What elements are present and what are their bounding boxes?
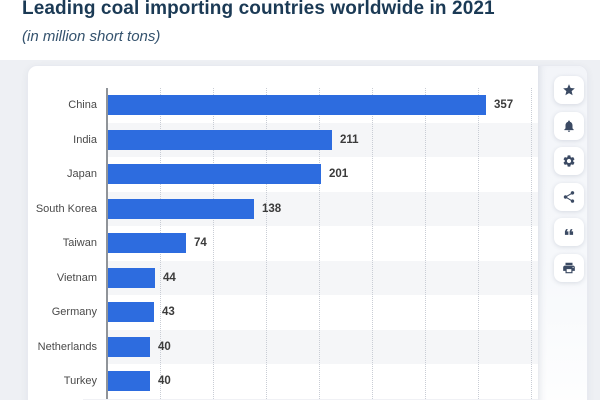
category-label: Taiwan	[62, 237, 97, 249]
plot-cell: 44	[106, 261, 538, 296]
plot-cell: 74	[106, 226, 538, 261]
share-icon	[563, 190, 575, 203]
plot-cell: 357	[106, 88, 538, 123]
table-row: Netherlands 40	[28, 330, 538, 365]
chart-toolbar	[554, 76, 584, 282]
chart-card: China 357 India 211 Japan 201 South Korea 138 Ta…	[27, 65, 588, 400]
value-label: 201	[329, 168, 349, 181]
value-label: 43	[162, 306, 175, 319]
bell-icon	[564, 119, 574, 132]
bar-taiwan[interactable]	[108, 233, 186, 254]
printer-icon	[563, 262, 575, 273]
plot-cell: 40	[106, 330, 538, 365]
bar-india[interactable]	[108, 129, 332, 150]
value-label: 138	[262, 202, 282, 215]
bar-vietnam[interactable]	[108, 267, 155, 288]
plot-cell: 201	[106, 157, 538, 192]
category-label: Turkey	[63, 375, 97, 387]
plot-cell: 138	[106, 192, 538, 227]
chart-rows: China 357 India 211 Japan 201 South Korea 138 Ta…	[28, 88, 538, 399]
table-row: South Korea 138	[28, 192, 538, 227]
chart-subtitle: (in million short tons)	[22, 28, 161, 45]
plot-cell: 211	[106, 123, 538, 158]
plot-cell: 40	[106, 364, 538, 399]
value-label: 40	[158, 340, 171, 353]
share-button[interactable]	[554, 182, 584, 211]
star-icon	[563, 84, 575, 96]
quote-icon	[564, 229, 574, 235]
value-label: 74	[194, 237, 207, 250]
cite-button[interactable]	[554, 218, 584, 246]
category-label: Japan	[67, 168, 97, 180]
value-label: 357	[494, 99, 514, 112]
bar-netherlands[interactable]	[108, 336, 150, 357]
table-row: China 357	[28, 88, 538, 123]
y-axis-line	[106, 88, 108, 400]
category-label: India	[73, 133, 97, 146]
value-label: 211	[340, 133, 359, 146]
table-row: India 211	[28, 123, 538, 158]
value-label: 40	[158, 375, 171, 388]
table-row: Vietnam 44	[28, 261, 538, 296]
table-row: Japan 201	[28, 157, 538, 192]
table-row: Taiwan 74	[28, 226, 538, 261]
category-label: China	[68, 99, 97, 111]
favorite-button[interactable]	[554, 76, 584, 104]
bar-south-korea[interactable]	[108, 198, 254, 219]
chart-header: Leading coal importing countries worldwi…	[22, 0, 582, 45]
chart-section: China 357 India 211 Japan 201 South Korea 138 Ta…	[0, 60, 600, 400]
gear-icon	[563, 155, 575, 167]
bar-japan[interactable]	[108, 164, 321, 185]
category-label: Netherlands	[37, 340, 97, 353]
value-label: 44	[163, 271, 176, 284]
category-label: Vietnam	[56, 271, 97, 284]
chart-title: Leading coal importing countries worldwi…	[22, 0, 495, 19]
plot-cell: 43	[106, 295, 538, 330]
bar-china[interactable]	[108, 95, 486, 116]
bar-germany[interactable]	[108, 302, 154, 323]
bar-turkey[interactable]	[108, 371, 150, 392]
table-row: Germany 43	[28, 295, 538, 330]
settings-button[interactable]	[554, 147, 584, 175]
bar-chart: China 357 India 211 Japan 201 South Korea 138 Ta…	[28, 88, 538, 400]
category-label: Germany	[51, 306, 97, 318]
alerts-button[interactable]	[554, 111, 584, 140]
table-row: Turkey 40	[28, 364, 538, 399]
category-label: South Korea	[35, 202, 97, 215]
print-button[interactable]	[554, 253, 584, 282]
